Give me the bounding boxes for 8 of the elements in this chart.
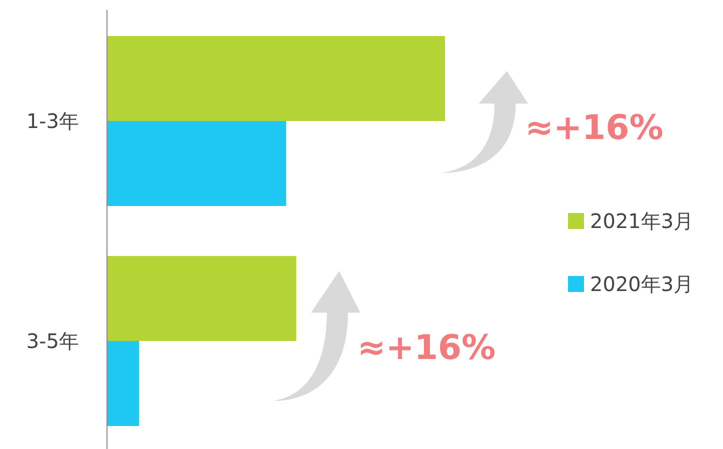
bar bbox=[107, 341, 140, 426]
y-tick-label: 1-3年 bbox=[26, 109, 79, 133]
bar bbox=[107, 121, 286, 206]
y-tick-label: 3-5年 bbox=[26, 329, 79, 353]
text: ≈+16% bbox=[525, 108, 664, 148]
legend-label: 2021年3月 bbox=[590, 209, 694, 233]
annotation: ≈+16% bbox=[357, 328, 496, 368]
legend-label: 2020年3月 bbox=[590, 272, 694, 296]
